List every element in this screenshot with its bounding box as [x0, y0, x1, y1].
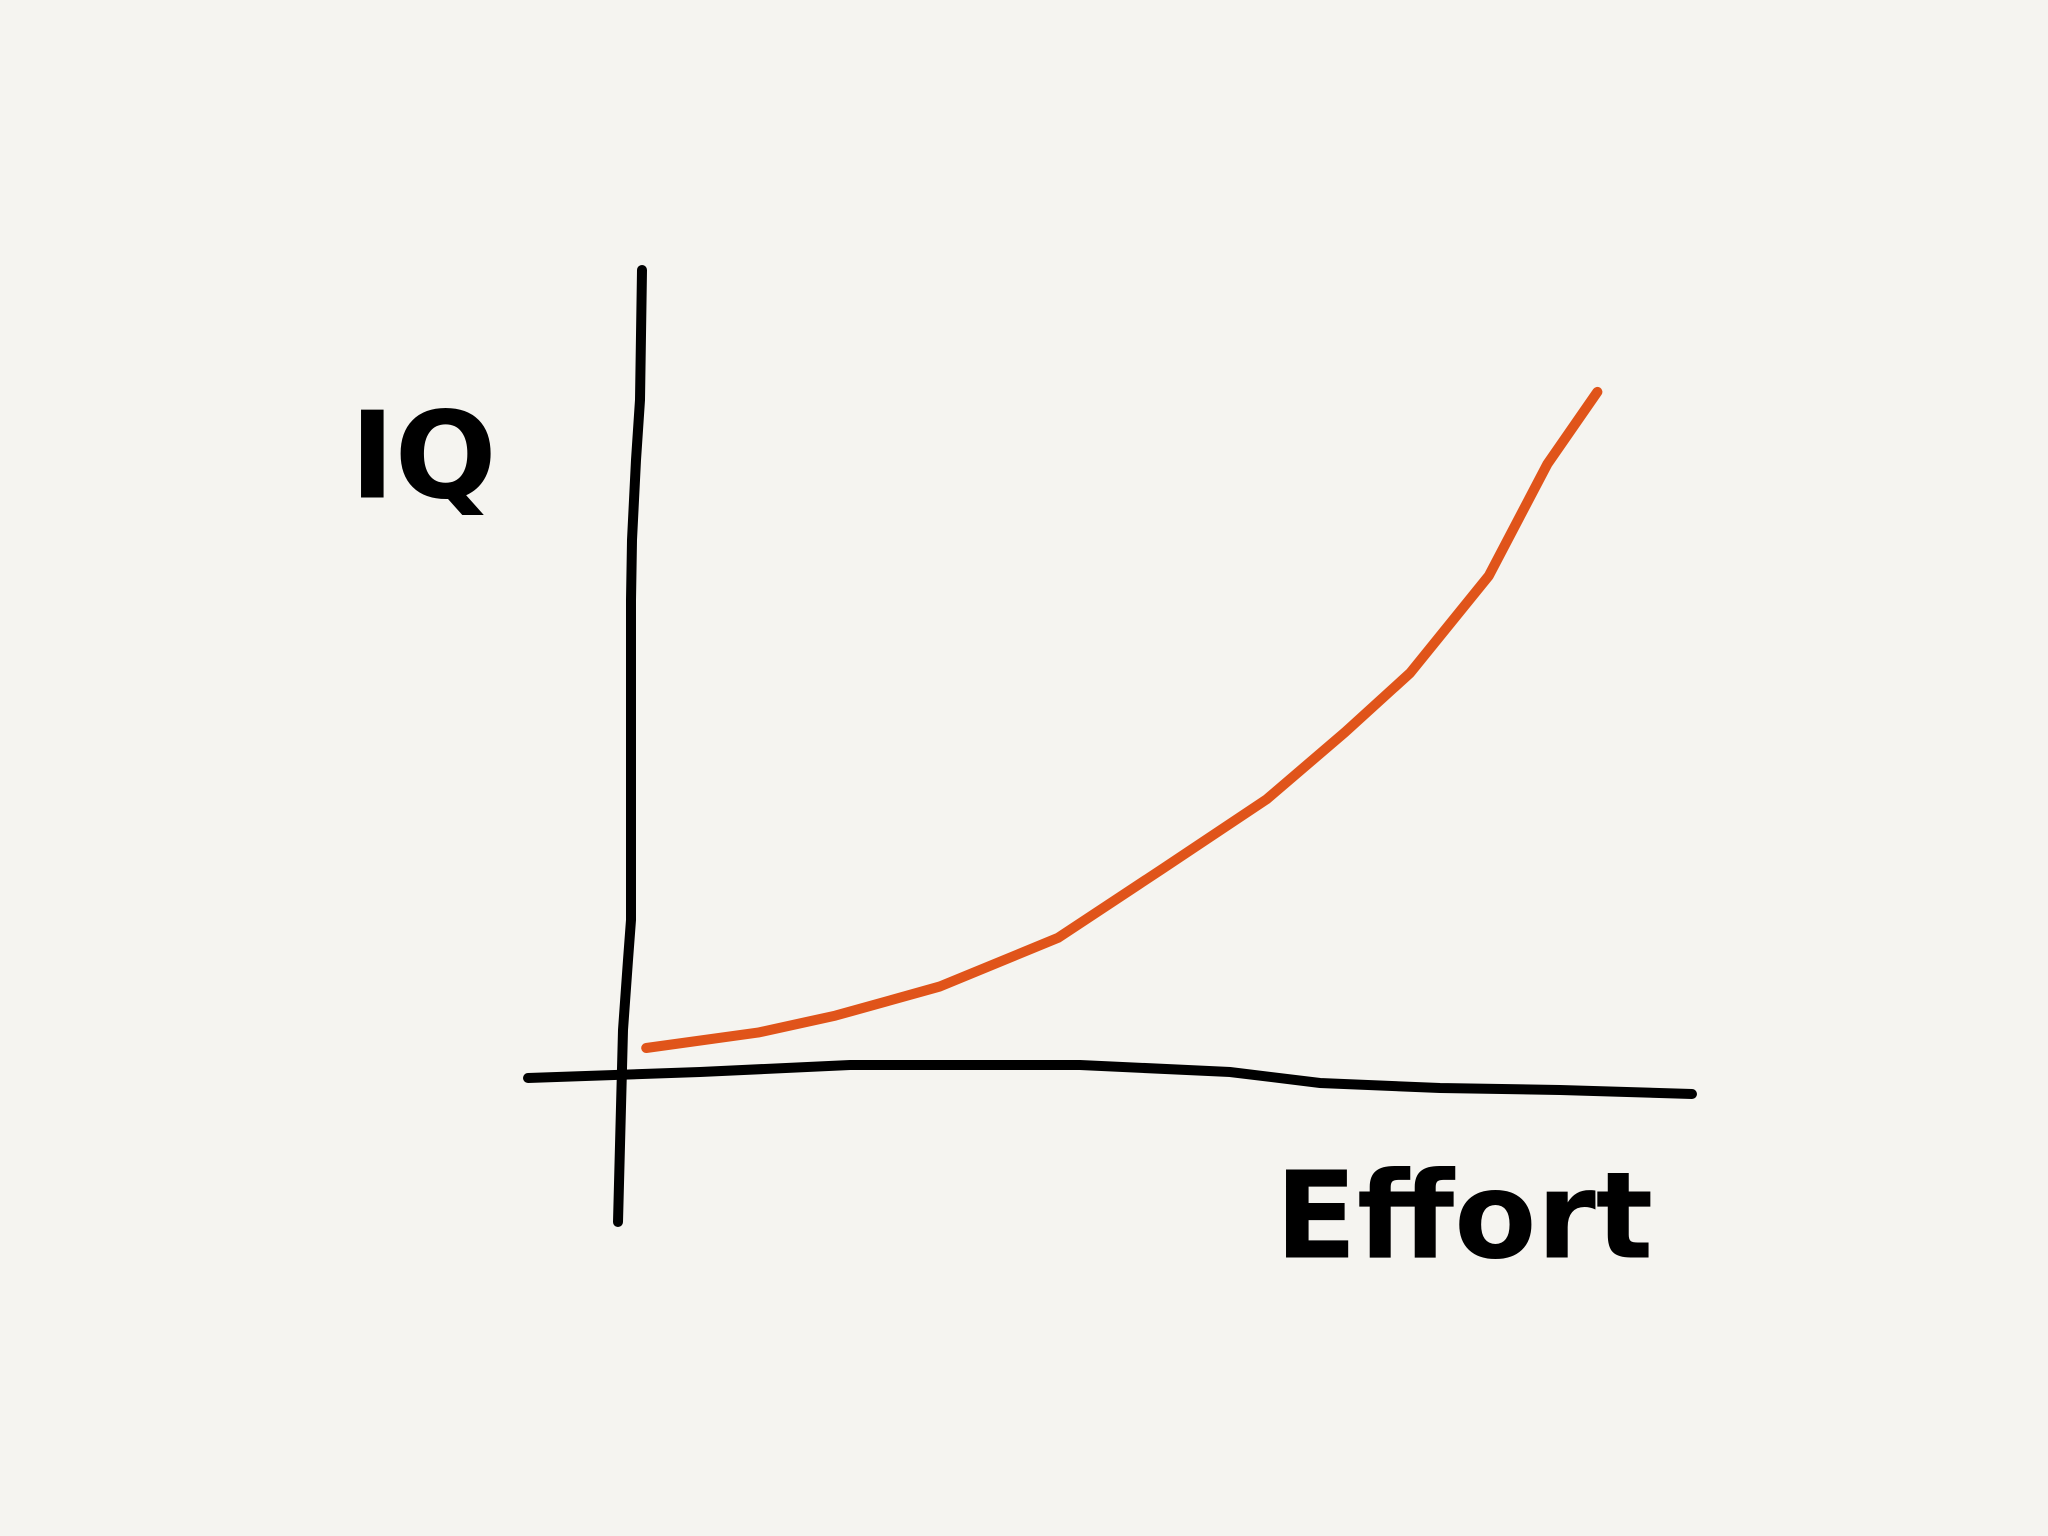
y-axis: [613, 265, 647, 1227]
data-line: [641, 386, 1603, 1053]
x-axis-label: Effort: [1275, 1148, 1653, 1287]
y-axis-label: IQ: [350, 388, 497, 527]
x-axis: [523, 1060, 1697, 1099]
